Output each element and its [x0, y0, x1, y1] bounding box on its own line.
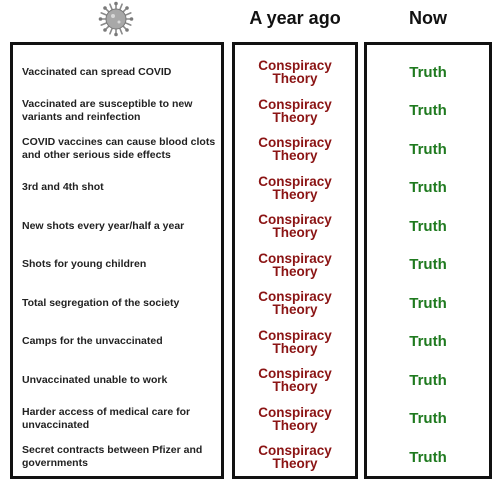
theory-word: Theory — [272, 456, 318, 472]
truth-label: Truth — [409, 140, 447, 158]
statement-text: 3rd and 4th shot — [22, 181, 104, 194]
conspiracy-word: Conspiracy — [258, 443, 332, 459]
a-year-ago-cell: Conspiracy Theory — [235, 438, 355, 477]
conspiracy-theory-label: Conspiracy Theory — [258, 404, 332, 433]
statement-row: 3rd and 4th shot — [13, 169, 221, 208]
statement-text: Shots for young children — [22, 258, 147, 271]
conspiracy-theory-label: Conspiracy Theory — [258, 212, 332, 241]
statement-text: COVID vaccines can cause blood clots and… — [22, 136, 216, 162]
conspiracy-word: Conspiracy — [258, 289, 332, 305]
conspiracy-word: Conspiracy — [258, 135, 332, 151]
truth-label: Truth — [409, 102, 447, 120]
statement-text: Secret contracts between Pfizer and gove… — [22, 444, 203, 470]
conspiracy-word: Conspiracy — [258, 404, 332, 420]
truth-label: Truth — [409, 294, 447, 312]
conspiracy-word: Conspiracy — [258, 96, 332, 112]
conspiracy-word: Conspiracy — [258, 250, 332, 266]
statement-row: Shots for young children — [13, 246, 221, 285]
statement-text: Harder access of medical care for unvacc… — [22, 405, 191, 431]
truth-label: Truth — [409, 256, 447, 274]
a-year-ago-cell: Conspiracy Theory — [235, 130, 355, 169]
truth-label: Truth — [409, 371, 447, 389]
statement-text: Vaccinated can spread COVID — [22, 65, 172, 78]
theory-word: Theory — [272, 417, 318, 433]
a-year-ago-cell: Conspiracy Theory — [235, 323, 355, 362]
theory-word: Theory — [272, 186, 318, 202]
truth-label: Truth — [409, 63, 447, 81]
truth-label: Truth — [409, 179, 447, 197]
conspiracy-word: Conspiracy — [258, 366, 332, 382]
now-cell: Truth — [367, 323, 489, 362]
conspiracy-theory-label: Conspiracy Theory — [258, 289, 332, 318]
conspiracy-theory-label: Conspiracy Theory — [258, 96, 332, 125]
theory-word: Theory — [272, 340, 318, 356]
conspiracy-word: Conspiracy — [258, 173, 332, 189]
conspiracy-word: Conspiracy — [258, 327, 332, 343]
a-year-ago-column: Conspiracy Theory Conspiracy Theory Conspira… — [232, 42, 358, 479]
statement-row: Camps for the unvaccinated — [13, 323, 221, 362]
statement-text: Unvaccinated unable to work — [22, 373, 168, 386]
statement-row: Vaccinated are susceptible to new varian… — [13, 92, 221, 131]
statement-row: New shots every year/half a year — [13, 207, 221, 246]
conspiracy-theory-label: Conspiracy Theory — [258, 173, 332, 202]
a-year-ago-cell: Conspiracy Theory — [235, 284, 355, 323]
theory-word: Theory — [272, 71, 318, 87]
statement-row: Total segregation of the society — [13, 284, 221, 323]
statement-text: Vaccinated are susceptible to new varian… — [22, 97, 193, 123]
theory-word: Theory — [272, 109, 318, 125]
now-cell: Truth — [367, 53, 489, 92]
statement-row: COVID vaccines can cause blood clots and… — [13, 130, 221, 169]
conspiracy-word: Conspiracy — [258, 58, 332, 74]
virus-icon — [98, 1, 134, 37]
statement-text: Total segregation of the society — [22, 296, 180, 309]
now-column: Truth Truth Truth Truth Truth Truth Truth Truth… — [364, 42, 492, 479]
a-year-ago-cell: Conspiracy Theory — [235, 169, 355, 208]
now-cell: Truth — [367, 400, 489, 439]
now-cell: Truth — [367, 438, 489, 477]
statement-row: Secret contracts between Pfizer and gove… — [13, 438, 221, 477]
conspiracy-theory-label: Conspiracy Theory — [258, 58, 332, 87]
truth-label: Truth — [409, 217, 447, 235]
statement-row: Vaccinated can spread COVID — [13, 53, 221, 92]
a-year-ago-cell: Conspiracy Theory — [235, 207, 355, 246]
statement-text: New shots every year/half a year — [22, 219, 185, 232]
now-cell: Truth — [367, 284, 489, 323]
truth-label: Truth — [409, 333, 447, 351]
theory-word: Theory — [272, 148, 318, 164]
conspiracy-theory-label: Conspiracy Theory — [258, 443, 332, 472]
now-cell: Truth — [367, 361, 489, 400]
conspiracy-theory-label: Conspiracy Theory — [258, 250, 332, 279]
conspiracy-theory-label: Conspiracy Theory — [258, 135, 332, 164]
truth-label: Truth — [409, 410, 447, 428]
theory-word: Theory — [272, 225, 318, 241]
header-now: Now — [409, 8, 447, 28]
theory-word: Theory — [272, 379, 318, 395]
now-cell: Truth — [367, 246, 489, 285]
a-year-ago-cell: Conspiracy Theory — [235, 246, 355, 285]
a-year-ago-cell: Conspiracy Theory — [235, 361, 355, 400]
now-cell: Truth — [367, 207, 489, 246]
header-a-year-ago: A year ago — [249, 8, 341, 28]
statements-column: Vaccinated can spread COVID Vaccinated ar… — [10, 42, 224, 479]
conspiracy-word: Conspiracy — [258, 212, 332, 228]
a-year-ago-cell: Conspiracy Theory — [235, 92, 355, 131]
theory-word: Theory — [272, 263, 318, 279]
now-cell: Truth — [367, 92, 489, 131]
a-year-ago-cell: Conspiracy Theory — [235, 53, 355, 92]
a-year-ago-cell: Conspiracy Theory — [235, 400, 355, 439]
statement-row: Unvaccinated unable to work — [13, 361, 221, 400]
theory-word: Theory — [272, 302, 318, 318]
now-cell: Truth — [367, 169, 489, 208]
truth-label: Truth — [409, 448, 447, 466]
now-cell: Truth — [367, 130, 489, 169]
conspiracy-theory-label: Conspiracy Theory — [258, 327, 332, 356]
statement-text: Camps for the unvaccinated — [22, 335, 163, 348]
conspiracy-theory-label: Conspiracy Theory — [258, 366, 332, 395]
statement-row: Harder access of medical care for unvacc… — [13, 400, 221, 439]
